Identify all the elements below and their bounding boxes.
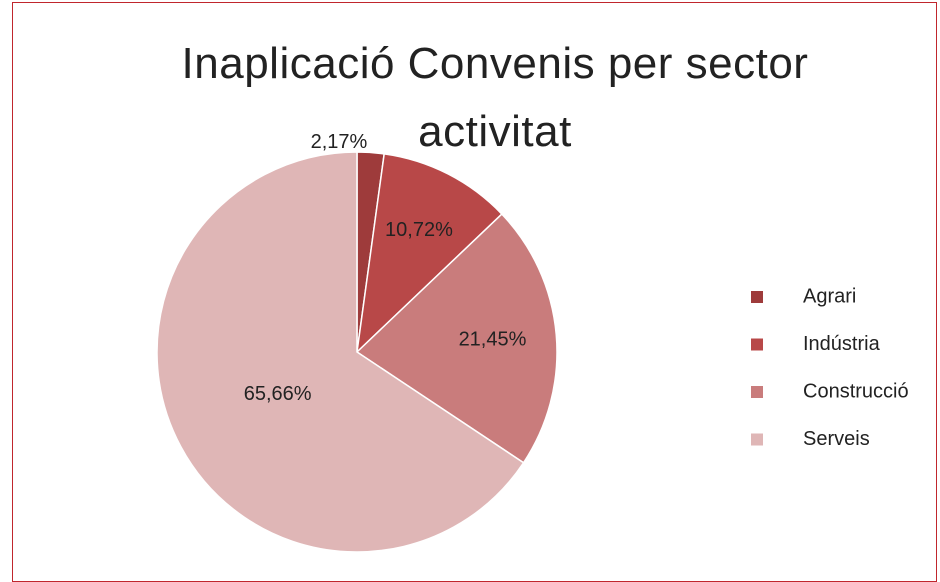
data-label: 2,17% (311, 131, 368, 153)
legend-label: Indústria (803, 333, 881, 355)
pie-slice (355, 213, 558, 464)
legend-swatch (751, 291, 763, 303)
legend-label: Serveis (803, 428, 870, 450)
data-label: 65,66% (244, 383, 312, 405)
pie-slice (355, 153, 503, 355)
chart-title: Inaplicació Convenis per sector activita… (181, 39, 809, 156)
legend-swatch (751, 433, 763, 446)
legend-swatch (751, 386, 763, 398)
legend-label: Construcció (803, 380, 909, 402)
pie-slice (156, 151, 525, 553)
data-label: 21,45% (459, 328, 527, 350)
data-label: 10,72% (385, 219, 453, 241)
legend-swatch (751, 338, 763, 351)
legend-label: Agrari (803, 285, 856, 307)
